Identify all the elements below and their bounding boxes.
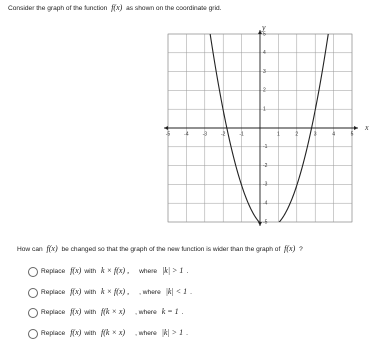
y-tick-label: 3 xyxy=(263,69,266,75)
math: f(x) xyxy=(70,287,82,296)
radio-button[interactable] xyxy=(28,329,38,339)
y-tick-label: -4 xyxy=(263,201,268,207)
x-tick-label: -4 xyxy=(184,131,189,137)
option-label[interactable]: Replace f(x) with k × f(x) , where |k| > 1. xyxy=(41,266,191,275)
math: k = 1 xyxy=(161,307,179,316)
math: f(k × x) xyxy=(101,307,126,316)
math: k × f(x) , xyxy=(101,266,130,275)
math: f(k × x) xyxy=(101,328,126,337)
question: Consider the graph of the function f(x) … xyxy=(8,3,221,12)
y-axis-label: y xyxy=(261,23,266,32)
text: , where xyxy=(139,289,161,296)
text: . xyxy=(181,309,184,316)
text: How can xyxy=(17,246,43,253)
text: Replace xyxy=(41,309,66,316)
parabola xyxy=(209,34,329,222)
math: f(x) xyxy=(70,266,82,275)
x-tick-label: -1 xyxy=(239,131,244,137)
y-tick-label: 1 xyxy=(263,107,266,113)
option-label[interactable]: Replace f(x) with k × f(x) , , where |k| < 1. xyxy=(41,287,195,296)
math: |k| > 1 xyxy=(161,328,184,337)
text: . xyxy=(186,268,189,275)
option-label[interactable]: Replace f(x) with f(k × x) , where k = 1. xyxy=(41,307,187,316)
text: Replace xyxy=(41,330,66,337)
text: where xyxy=(139,268,158,275)
text: , where xyxy=(135,309,157,316)
math: |k| < 1 xyxy=(165,287,188,296)
y-tick-label: 2 xyxy=(263,88,266,94)
x-axis-label: x xyxy=(364,123,369,132)
text: be changed so that the graph of the new … xyxy=(61,246,281,253)
text: as shown on the coordinate grid. xyxy=(126,5,222,12)
x-tick-label: 3 xyxy=(314,131,317,137)
radio-button[interactable] xyxy=(28,288,38,298)
math: f(x) xyxy=(284,244,296,253)
text: . xyxy=(186,330,188,337)
y-tick-label: 4 xyxy=(263,50,266,56)
math: f(x) xyxy=(70,307,82,316)
math: f(x) xyxy=(111,3,123,12)
math: f(x) xyxy=(70,328,82,337)
math: k × f(x) , xyxy=(101,287,130,296)
x-tick-label: -5 xyxy=(166,131,171,137)
math: f(x) xyxy=(46,244,58,253)
text: , where xyxy=(135,330,157,337)
text: ? xyxy=(299,246,303,253)
text: with xyxy=(84,330,97,337)
option-label[interactable]: Replace f(x) with f(k × x) , where |k| > 1. xyxy=(41,328,191,337)
radio-button[interactable] xyxy=(28,308,38,318)
x-tick-label: -2 xyxy=(221,131,226,137)
text: with xyxy=(84,268,97,275)
y-tick-label: -3 xyxy=(263,182,268,188)
x-tick-label: 1 xyxy=(277,131,280,137)
radio-button[interactable] xyxy=(28,267,38,277)
text: Replace xyxy=(41,268,66,275)
x-tick-label: 5 xyxy=(351,131,354,137)
text: . xyxy=(190,289,192,296)
x-tick-label: -3 xyxy=(203,131,208,137)
text: with xyxy=(84,289,97,296)
y-tick-label: 5 xyxy=(263,31,266,37)
text: with xyxy=(84,309,97,316)
prompt: How can f(x) be changed so that the grap… xyxy=(17,244,303,253)
math: |k| > 1 xyxy=(162,266,184,275)
graph: x y -5 -4 -3 -2 -1 1 2 3 4 5 5 4 3 2 1 -1 -2 -3 -4 -5 xyxy=(164,23,369,226)
x-tick-label: 2 xyxy=(295,131,298,137)
y-tick-label: -1 xyxy=(263,144,268,150)
y-tick-label: -5 xyxy=(263,219,268,225)
text: Replace xyxy=(41,289,66,296)
x-tick-label: 4 xyxy=(332,131,335,137)
text: Consider the graph of the function xyxy=(8,5,108,12)
y-tick-label: -2 xyxy=(263,163,268,169)
